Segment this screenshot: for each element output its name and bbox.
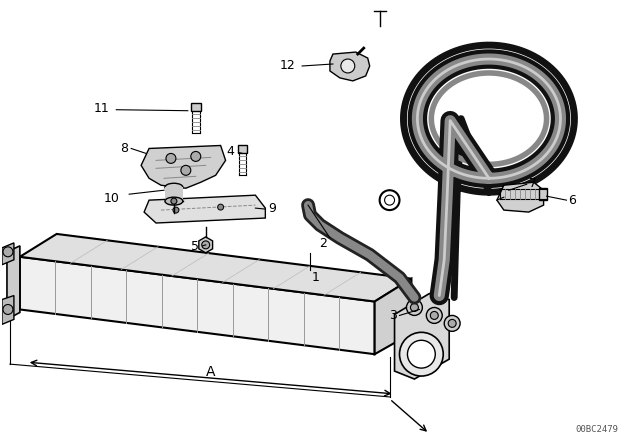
Circle shape	[426, 307, 442, 323]
Polygon shape	[539, 188, 547, 200]
Circle shape	[448, 319, 456, 327]
Polygon shape	[497, 182, 543, 212]
Circle shape	[3, 247, 13, 257]
Text: 10: 10	[104, 192, 119, 205]
Circle shape	[399, 332, 444, 376]
Circle shape	[3, 305, 13, 314]
Polygon shape	[165, 187, 183, 201]
Polygon shape	[394, 293, 449, 379]
Circle shape	[181, 165, 191, 175]
Circle shape	[408, 340, 435, 368]
Polygon shape	[330, 52, 370, 81]
Polygon shape	[2, 243, 14, 265]
Text: 9: 9	[268, 202, 276, 215]
Circle shape	[430, 311, 438, 319]
Polygon shape	[237, 146, 248, 154]
Ellipse shape	[165, 183, 183, 191]
Circle shape	[191, 151, 201, 161]
Circle shape	[173, 207, 179, 213]
Circle shape	[444, 315, 460, 332]
Text: 7: 7	[529, 177, 537, 190]
Polygon shape	[20, 234, 412, 302]
Text: 12: 12	[280, 60, 295, 73]
Text: 5: 5	[191, 241, 199, 254]
Polygon shape	[20, 257, 374, 354]
Circle shape	[202, 241, 210, 249]
Polygon shape	[191, 103, 201, 111]
Circle shape	[341, 59, 355, 73]
Text: 00BC2479: 00BC2479	[575, 425, 618, 434]
Circle shape	[171, 198, 177, 204]
Circle shape	[166, 154, 176, 164]
Text: 1: 1	[312, 271, 320, 284]
Polygon shape	[144, 195, 266, 223]
Text: 3: 3	[388, 309, 397, 322]
Circle shape	[410, 303, 419, 311]
Ellipse shape	[165, 197, 183, 205]
Circle shape	[406, 300, 422, 315]
Text: A: A	[206, 365, 216, 379]
Text: 4: 4	[227, 145, 234, 158]
Text: 8: 8	[120, 142, 128, 155]
Text: 11: 11	[93, 102, 109, 115]
Polygon shape	[7, 246, 20, 319]
Polygon shape	[141, 146, 225, 188]
Polygon shape	[2, 296, 14, 324]
Text: 6: 6	[568, 194, 577, 207]
Circle shape	[218, 204, 223, 210]
Text: 2: 2	[319, 237, 327, 250]
Polygon shape	[374, 279, 412, 354]
